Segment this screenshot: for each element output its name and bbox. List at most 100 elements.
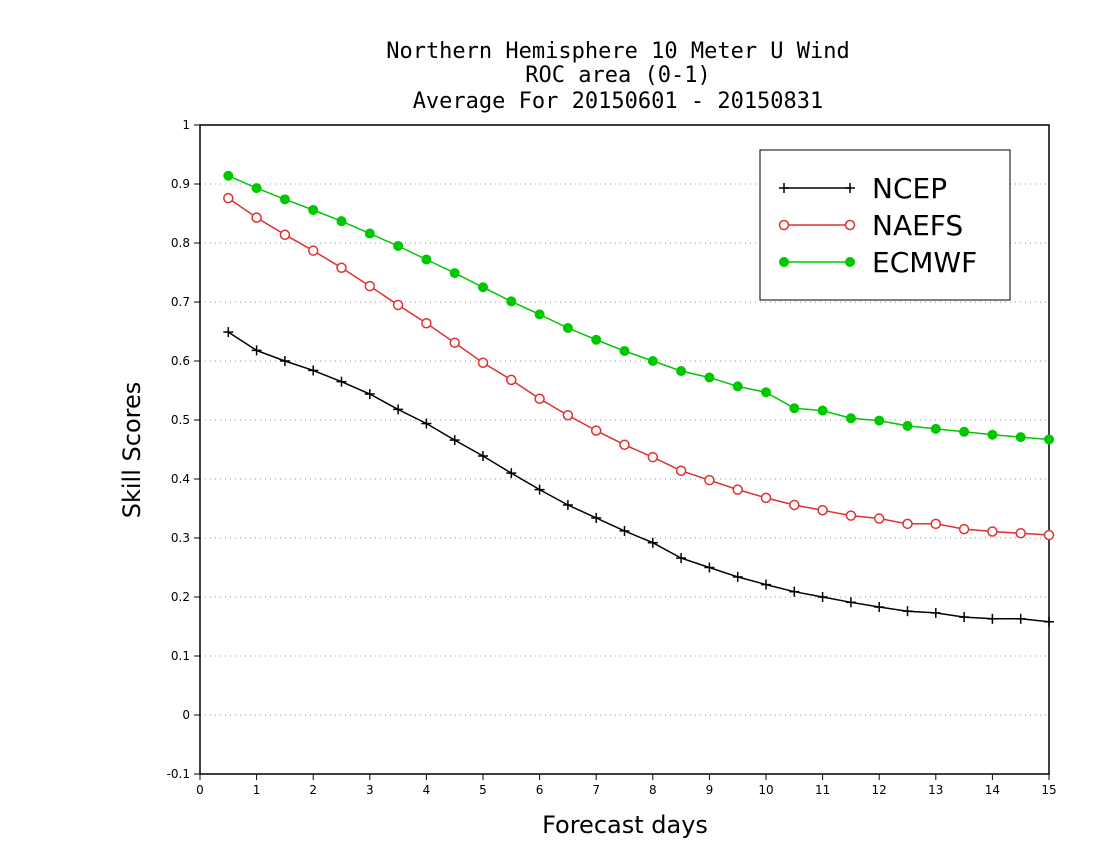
- data-point-ecmwf: [987, 429, 998, 440]
- data-point-ncep: [704, 562, 715, 573]
- data-point-ecmwf: [874, 415, 885, 426]
- data-point-ncep: [506, 468, 517, 479]
- legend-label-ncep: NCEP: [872, 172, 947, 205]
- y-tick-label: 0.7: [171, 295, 190, 309]
- data-point-naefs: [251, 212, 262, 223]
- data-point-naefs: [421, 317, 432, 329]
- legend-marker-ecmwf: [845, 257, 855, 267]
- data-point-naefs: [987, 526, 998, 537]
- data-series: [223, 170, 1055, 627]
- data-point-naefs: [704, 474, 715, 486]
- data-point-ecmwf: [506, 296, 517, 307]
- data-point-ecmwf: [336, 216, 347, 227]
- data-point-ncep: [393, 404, 404, 415]
- x-tick-label: 7: [592, 783, 600, 797]
- legend-marker-ncep: [845, 183, 855, 193]
- data-point-ncep: [562, 499, 573, 510]
- data-point-ecmwf: [647, 356, 658, 366]
- data-point-ecmwf: [930, 423, 941, 434]
- data-point-naefs: [279, 229, 291, 240]
- title-line-2: ROC area (0-1): [525, 63, 710, 88]
- chart-title: Northern Hemisphere 10 Meter U Wind ROC …: [386, 39, 850, 114]
- data-point-ncep: [251, 345, 262, 356]
- data-point-ncep: [817, 592, 828, 602]
- legend-label-naefs: NAEFS: [872, 209, 963, 242]
- data-point-ecmwf: [393, 240, 404, 251]
- data-point-ncep: [619, 525, 630, 536]
- y-tick-label: -0.1: [167, 767, 190, 781]
- y-tick-label: 0.1: [171, 649, 190, 663]
- x-tick-label: 10: [758, 783, 773, 797]
- data-point-naefs: [930, 518, 942, 530]
- data-point-ecmwf: [676, 366, 687, 377]
- data-point-ncep: [478, 450, 488, 461]
- data-point-naefs: [364, 280, 376, 292]
- data-point-ecmwf: [732, 381, 743, 392]
- data-point-naefs: [449, 337, 460, 348]
- data-point-ncep: [987, 613, 998, 624]
- data-point-naefs: [675, 465, 687, 476]
- data-point-ncep: [845, 597, 856, 608]
- x-tick-label: 11: [815, 783, 830, 797]
- data-point-ncep: [223, 327, 234, 338]
- data-point-naefs: [789, 499, 800, 511]
- x-tick-label: 5: [479, 783, 487, 797]
- data-point-naefs: [562, 410, 574, 421]
- data-point-ncep: [308, 365, 319, 376]
- data-point-naefs: [477, 357, 489, 369]
- y-tick-label: 0.9: [171, 177, 190, 191]
- data-point-naefs: [732, 484, 743, 495]
- data-point-ncep: [732, 571, 743, 582]
- data-point-naefs: [1015, 528, 1026, 539]
- data-point-naefs: [902, 518, 913, 530]
- data-point-ecmwf: [251, 183, 262, 194]
- plot-frame: [199, 124, 1050, 775]
- data-point-ncep: [1015, 613, 1026, 624]
- data-point-ncep: [761, 579, 771, 590]
- y-tick-label: 0.2: [171, 590, 190, 604]
- data-point-ecmwf: [902, 420, 913, 431]
- data-point-naefs: [873, 513, 885, 524]
- data-point-ncep: [874, 602, 885, 613]
- data-point-ncep: [364, 389, 375, 400]
- data-point-ecmwf: [1044, 434, 1054, 445]
- data-point-naefs: [590, 425, 602, 436]
- x-tick-label: 4: [423, 783, 431, 797]
- data-point-ecmwf: [421, 254, 432, 265]
- data-point-ncep: [591, 512, 602, 523]
- data-point-ecmwf: [449, 268, 460, 279]
- x-axis-label: Forecast days: [542, 811, 708, 839]
- data-point-ncep: [534, 484, 545, 495]
- x-tick-label: 8: [649, 783, 657, 797]
- data-point-naefs: [392, 299, 404, 311]
- data-point-ecmwf: [761, 387, 771, 398]
- data-point-naefs: [1043, 529, 1055, 541]
- data-point-ncep: [336, 376, 347, 387]
- x-tick-label: 13: [928, 783, 943, 797]
- y-tick-label: 0.4: [171, 472, 190, 486]
- data-point-ncep: [676, 553, 687, 564]
- data-point-ncep: [1044, 616, 1054, 627]
- legend-marker-ecmwf: [779, 257, 789, 267]
- x-tick-label: 2: [309, 783, 317, 797]
- data-point-ncep: [279, 356, 290, 366]
- data-point-naefs: [958, 523, 970, 535]
- data-point-ecmwf: [223, 170, 234, 181]
- data-point-ncep: [421, 418, 432, 429]
- data-point-ncep: [959, 612, 970, 623]
- y-tick-label: 0.8: [171, 236, 190, 250]
- data-point-ncep: [930, 607, 941, 618]
- data-point-ncep: [789, 586, 800, 597]
- data-point-ecmwf: [619, 345, 630, 356]
- x-tick-label: 15: [1041, 783, 1056, 797]
- x-tick-label: 1: [253, 783, 261, 797]
- x-tick-label: 6: [536, 783, 544, 797]
- data-point-ecmwf: [562, 322, 573, 333]
- data-point-naefs: [223, 192, 234, 204]
- data-point-ecmwf: [789, 403, 800, 414]
- data-point-ecmwf: [1015, 432, 1026, 443]
- axes: -0.100.10.20.30.40.50.60.70.80.910 1 2 3 4 5 6…: [167, 118, 1057, 797]
- x-tick-label: 3: [366, 783, 374, 797]
